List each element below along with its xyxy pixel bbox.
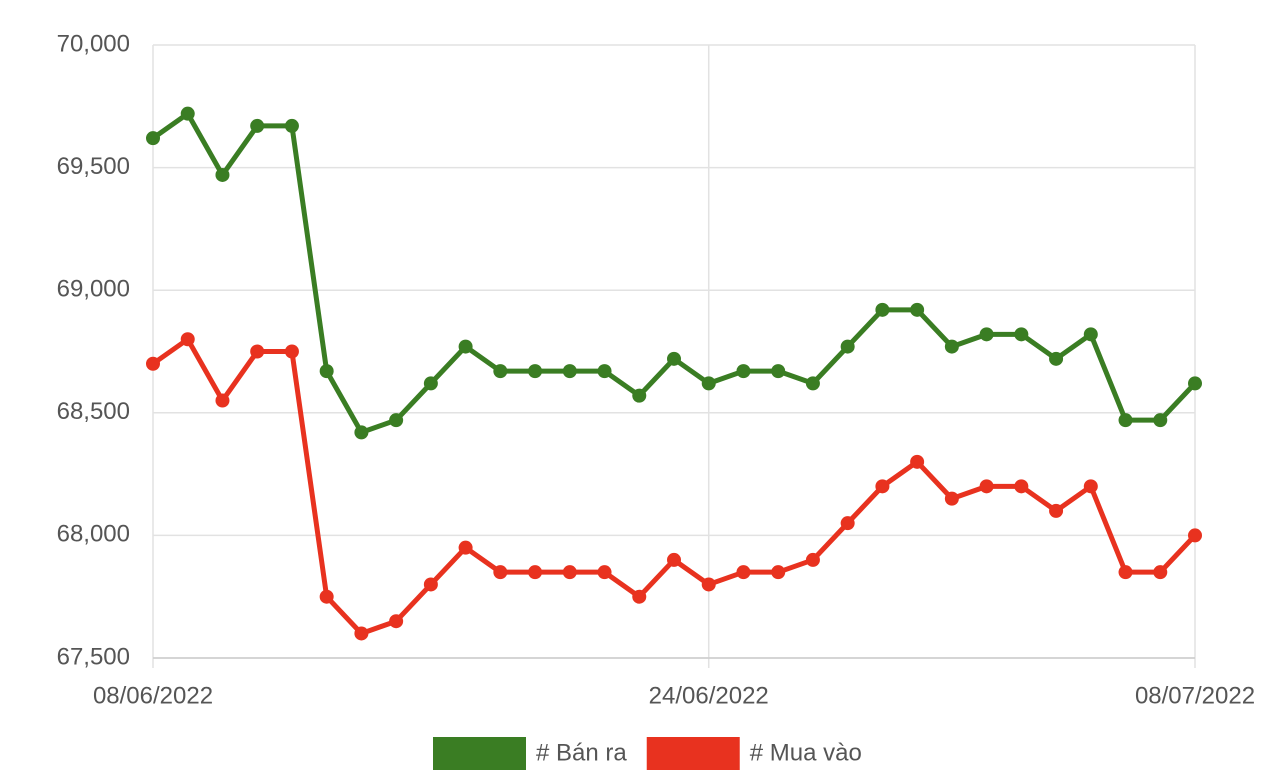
y-tick-label: 70,000 (57, 30, 130, 57)
data-point (319, 589, 334, 604)
x-tick-label: 08/06/2022 (93, 682, 213, 709)
data-point (1188, 376, 1202, 391)
data-point (1049, 351, 1064, 366)
data-point (1014, 327, 1029, 342)
data-point (701, 376, 716, 391)
data-point (250, 344, 265, 359)
x-tick-label: 24/06/2022 (649, 682, 769, 709)
data-point (284, 118, 299, 133)
data-point (667, 552, 681, 567)
data-point (736, 565, 751, 580)
data-point (1083, 479, 1098, 494)
data-point (562, 364, 577, 379)
data-point (1083, 327, 1098, 342)
data-point (562, 565, 577, 580)
data-point (667, 351, 681, 366)
data-point (458, 339, 473, 354)
y-tick-label: 68,500 (57, 398, 130, 425)
data-point (805, 552, 820, 567)
data-point (1049, 503, 1064, 518)
data-point (423, 376, 438, 391)
y-tick-label: 69,000 (57, 276, 130, 303)
data-point (701, 577, 716, 592)
data-point (979, 479, 994, 494)
data-point (389, 614, 404, 629)
data-point (840, 516, 855, 531)
data-point (910, 302, 925, 317)
data-point (979, 327, 994, 342)
series-line (151, 111, 1197, 435)
data-point (875, 479, 890, 494)
data-point (1014, 479, 1029, 494)
series-line (151, 336, 1197, 636)
y-tick-label: 68,000 (57, 521, 130, 548)
data-point (528, 364, 543, 379)
data-point (1153, 565, 1168, 580)
data-point (146, 356, 160, 371)
data-point (736, 364, 751, 379)
data-point (944, 491, 959, 506)
data-point (354, 425, 369, 440)
legend-swatch (433, 737, 526, 770)
data-point (597, 364, 612, 379)
x-tick-label: 08/07/2022 (1135, 682, 1255, 709)
data-point (805, 376, 820, 391)
data-point (493, 565, 508, 580)
data-point (389, 413, 404, 428)
data-point (1118, 413, 1133, 428)
data-point (875, 302, 890, 317)
y-tick-label: 69,500 (57, 153, 130, 180)
data-point (632, 388, 647, 403)
data-point (319, 364, 334, 379)
data-point (180, 106, 195, 121)
data-point (840, 339, 855, 354)
data-point (528, 565, 543, 580)
data-point (910, 454, 925, 469)
data-point (458, 540, 473, 555)
data-point (423, 577, 438, 592)
data-point (1118, 565, 1133, 580)
data-point (250, 118, 265, 133)
legend-label: # Mua vào (750, 739, 862, 766)
data-point (771, 565, 786, 580)
data-point (771, 364, 786, 379)
data-point (284, 344, 299, 359)
legend-swatch (646, 737, 740, 770)
legend-label: # Bán ra (536, 739, 627, 766)
data-point (493, 364, 508, 379)
data-point (1188, 528, 1202, 543)
data-point (944, 339, 959, 354)
data-point (215, 167, 230, 182)
data-point (180, 332, 195, 347)
data-point (597, 565, 612, 580)
data-point (146, 131, 160, 146)
data-point (215, 393, 230, 408)
data-point (632, 589, 647, 604)
data-point (1153, 413, 1168, 428)
y-tick-label: 67,500 (57, 643, 130, 670)
data-point (354, 626, 369, 641)
